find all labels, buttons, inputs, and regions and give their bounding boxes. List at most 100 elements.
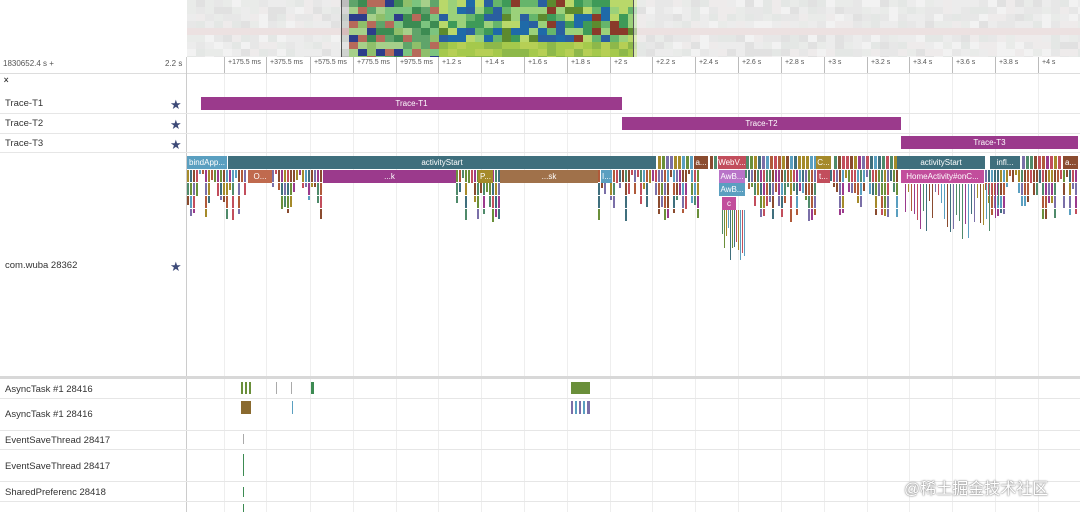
axis-tick-label: +3.8 s [999,59,1019,66]
flame-mini-slice [646,170,648,182]
slice-activitystart[interactable]: activityStart [228,156,656,169]
pin-star-icon[interactable]: ★ [170,97,182,112]
flame-mini-slice [1027,196,1029,202]
thread-slice[interactable] [243,434,244,444]
flame-mini-slice [920,184,921,229]
flame-mini-slice [658,170,660,182]
thread-slice[interactable] [249,382,251,394]
overview-selection-handle[interactable] [633,0,634,57]
flame-mini-slice [628,170,630,182]
flame-mini-slice [643,170,645,182]
overview-cell [601,0,610,7]
flame-mini-slice [658,183,660,195]
overview-cell [394,7,403,14]
collapse-all-icon[interactable]: ⌄ ⌃ [2,72,11,90]
overview-cell [367,0,376,7]
overview-cell [394,56,403,57]
slice-webview[interactable]: WebV... [718,156,746,169]
sub-slice[interactable]: O... [248,170,272,183]
flame-mini-slice [1030,170,1032,183]
slice-c[interactable]: C... [816,156,831,169]
flame-mini-slice [320,196,322,208]
slice-activitystart-2[interactable]: activityStart [897,156,985,169]
slice-a-2[interactable]: a... [1063,156,1078,169]
overview-cell [538,0,547,7]
axis-tick: +975.5 ms [396,57,433,73]
flame-mini-slice [226,209,228,219]
flame-mini-slice [772,196,774,208]
slice-bindapp[interactable]: bindApp... [187,156,227,169]
flame-mini-slice [190,183,192,195]
overview-selection-handle[interactable] [341,0,342,57]
flame-mini-slice [1021,183,1023,195]
thread-slice[interactable] [583,401,585,414]
trace-t2-slice[interactable]: Trace-T2 [622,117,901,130]
sub-slice[interactable]: AwB... [719,170,745,183]
overview-cell [610,28,619,35]
overview-cell [601,42,610,49]
overview-cell [547,7,556,14]
grid-line [353,74,354,512]
overview-cell [439,28,448,35]
thread-slice[interactable] [241,401,251,414]
flame-mini-slice [640,196,642,204]
flame-mini-slice [860,170,862,182]
watermark: @稀土掘金技术社区 [904,481,1049,498]
thread-slice[interactable] [579,401,581,414]
thread-slice[interactable] [291,382,292,394]
sub-slice[interactable]: I... [601,170,612,183]
grid-line [738,74,739,512]
flame-mini-slice [465,196,467,208]
thread-slice[interactable] [245,382,247,394]
flame-mini-slice [1050,156,1053,169]
flame-mini-slice [658,209,660,214]
overview-cell [520,7,529,14]
thread-slice[interactable] [571,401,573,414]
timeline-overview[interactable] [187,0,1080,57]
pin-star-icon[interactable]: ★ [170,117,182,132]
flame-mini-slice [956,184,957,215]
thread-slice[interactable] [292,401,293,414]
thread-slice[interactable] [575,401,577,414]
trace-t1-slice[interactable]: Trace-T1 [201,97,622,110]
sub-slice[interactable]: P... [478,170,493,183]
overview-cell [448,28,457,35]
trace-t3-slice[interactable]: Trace-T3 [901,136,1078,149]
slice-a[interactable]: a... [694,156,708,169]
thread-slice[interactable] [571,382,590,394]
pin-star-icon[interactable]: ★ [170,137,182,152]
flame-mini-slice [887,183,889,195]
axis-tick-label: +2.8 s [785,59,805,66]
flame-mini-slice [887,209,889,217]
thread-slice[interactable] [243,487,244,497]
thread-slice[interactable] [243,454,244,476]
overview-cell [511,14,520,21]
thread-slice[interactable] [587,401,590,414]
overview-cell [592,49,601,56]
pin-star-icon[interactable]: ★ [170,259,182,274]
slice-inflate[interactable]: infl... [990,156,1020,169]
sub-slice[interactable]: c [722,197,736,210]
thread-slice[interactable] [311,382,314,394]
flame-mini-slice [1054,209,1056,218]
flame-mini-slice [691,183,693,195]
sub-slice[interactable]: AwB... [719,183,745,196]
sub-slice[interactable]: ...sk [500,170,598,183]
overview-cell [412,28,421,35]
flame-mini-slice [882,156,885,169]
row-separator [0,430,1080,431]
sub-slice[interactable]: ...k [323,170,456,183]
thread-slice[interactable] [243,504,244,512]
flame-mini-slice [1069,183,1071,195]
overview-cell [448,42,457,49]
flame-mini-slice [666,156,669,169]
pinned-divider[interactable] [0,376,1080,379]
flame-mini-slice [1021,196,1023,206]
sub-slice[interactable]: t... [817,170,830,183]
flame-mini-slice [272,183,274,187]
flame-mini-slice [884,196,886,208]
thread-slice[interactable] [276,382,277,394]
overview-cell [385,7,394,14]
sub-slice[interactable]: HomeActivity#onC... [901,170,984,183]
thread-slice[interactable] [241,382,243,394]
